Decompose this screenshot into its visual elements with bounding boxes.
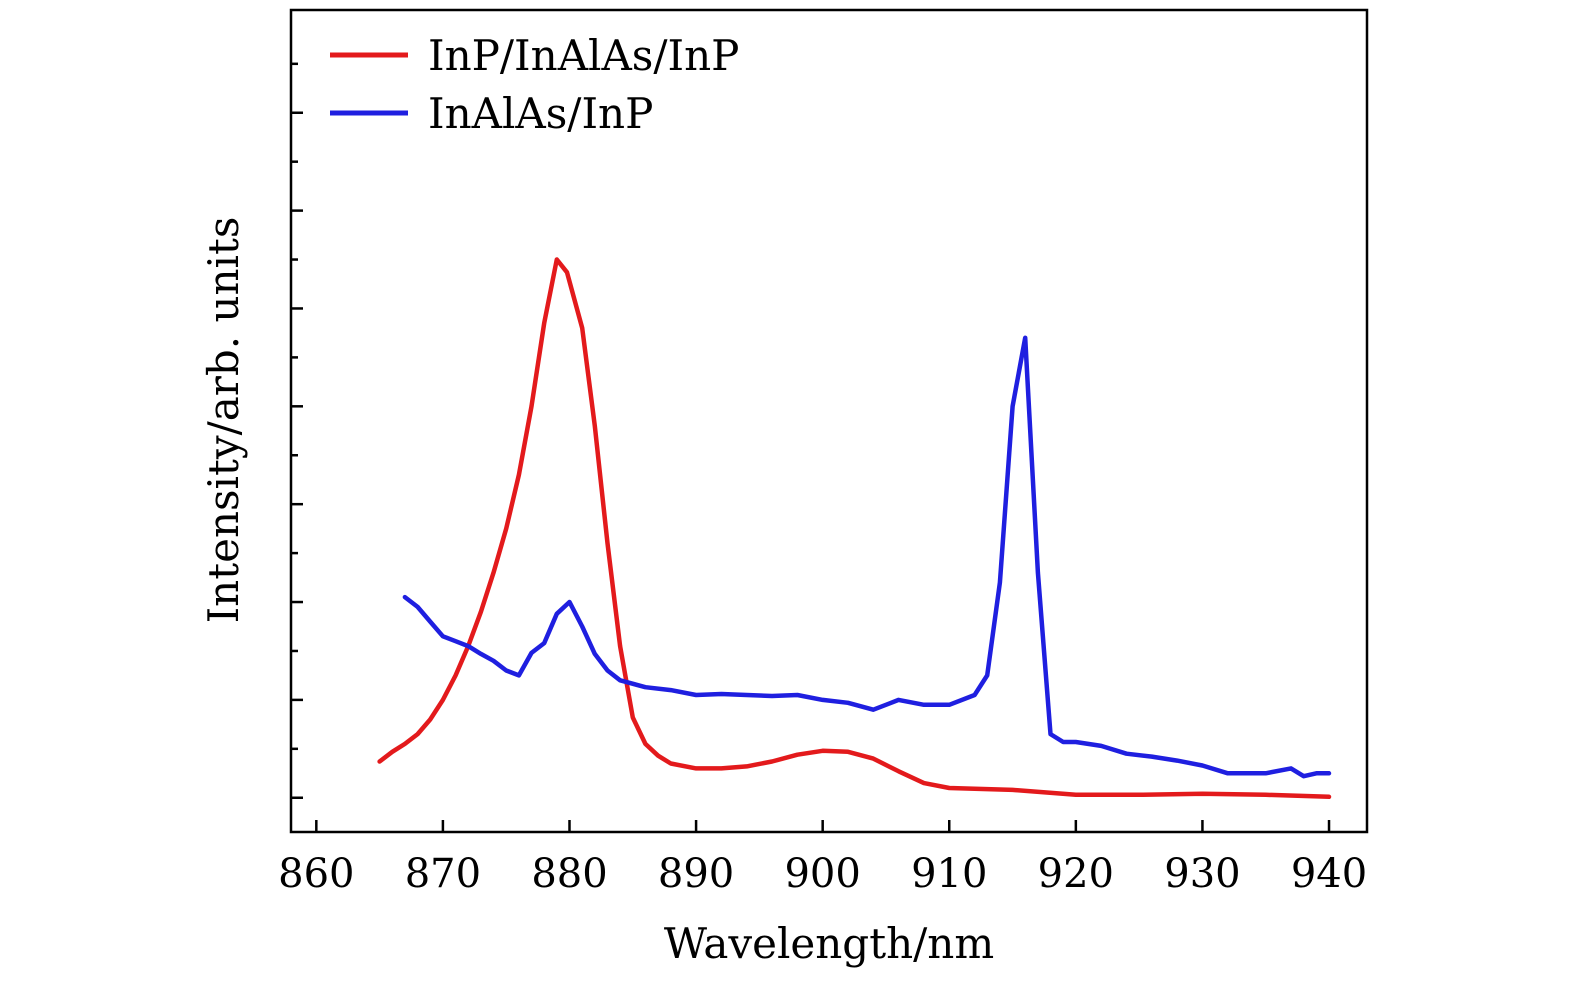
legend-label-0: InP/InAlAs/InP <box>428 31 739 80</box>
x-tick-label-890: 890 <box>658 851 734 897</box>
x-tick-label-910: 910 <box>911 851 987 897</box>
x-tick-label-940: 940 <box>1291 851 1367 897</box>
x-tick-label-870: 870 <box>405 851 481 897</box>
x-axis-label: Wavelength/nm <box>664 919 994 968</box>
x-tick-label-860: 860 <box>278 851 354 897</box>
x-tick-label-880: 880 <box>531 851 607 897</box>
legend-label-1: InAlAs/InP <box>428 89 653 138</box>
series-line-1 <box>402 335 1332 779</box>
legend: InP/InAlAs/InP InAlAs/InP <box>330 31 739 138</box>
series-layer <box>377 257 1332 800</box>
series-line-0 <box>377 257 1332 800</box>
plot-area-frame <box>289 8 1369 834</box>
y-axis-label: Intensity/arb. units <box>199 217 248 624</box>
x-axis-ticks: 860 870 880 890 900 910 920 930 940 <box>278 820 1367 897</box>
x-tick-label-900: 900 <box>784 851 860 897</box>
x-tick-label-920: 920 <box>1038 851 1114 897</box>
y-axis-ticks <box>291 62 303 799</box>
x-tick-label-930: 930 <box>1164 851 1240 897</box>
